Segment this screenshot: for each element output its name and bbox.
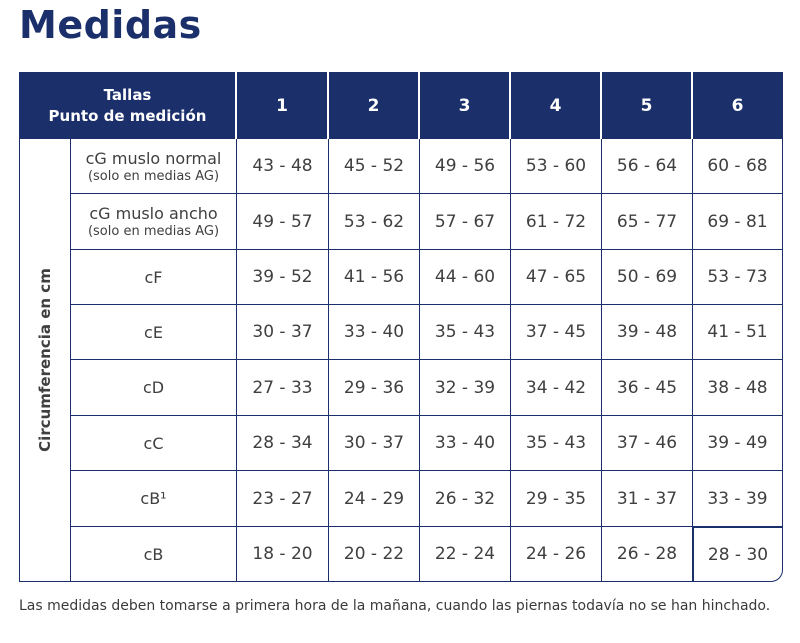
row-label-text: cB¹ xyxy=(140,489,167,508)
header-sizes-label: Tallas xyxy=(103,85,152,104)
row-sublabel-text: (solo en medias AG) xyxy=(87,224,220,239)
row-label: cD xyxy=(71,360,237,416)
page-title: Medidas xyxy=(19,3,202,47)
row-label: cF xyxy=(71,250,237,305)
table-cell-highlighted: 28 - 30 xyxy=(693,527,783,582)
table-cell: 39 - 48 xyxy=(602,305,693,360)
header-size-6: 6 xyxy=(693,72,783,139)
table-cell: 60 - 68 xyxy=(693,139,783,194)
header-size-4: 4 xyxy=(511,72,602,139)
table-cell: 33 - 40 xyxy=(329,305,420,360)
row-label-text: cE xyxy=(144,322,163,342)
table-cell: 33 - 40 xyxy=(420,416,511,471)
table-cell: 35 - 43 xyxy=(420,305,511,360)
header-size-5: 5 xyxy=(602,72,693,139)
table-cell: 45 - 52 xyxy=(329,139,420,194)
row-sublabel-text: (solo en medias AG) xyxy=(87,168,220,184)
table-cell: 56 - 64 xyxy=(602,139,693,194)
table-cell: 26 - 32 xyxy=(420,471,511,527)
table-cell: 41 - 56 xyxy=(329,250,420,305)
header-measure-point-label: Punto de medición xyxy=(48,106,207,125)
header-size-1: 1 xyxy=(237,72,329,139)
table-cell: 37 - 46 xyxy=(602,416,693,471)
header-size-2: 2 xyxy=(329,72,420,139)
table-cell: 22 - 24 xyxy=(420,527,511,582)
row-label: cG muslo normal (solo en medias AG) xyxy=(71,139,237,194)
table-cell: 53 - 60 xyxy=(511,139,602,194)
table-cell: 65 - 77 xyxy=(602,194,693,250)
row-label-text: cF xyxy=(144,267,163,287)
table-cell: 69 - 81 xyxy=(693,194,783,250)
row-label: cB¹ xyxy=(71,471,237,527)
row-label: cE xyxy=(71,305,237,360)
table-cell: 53 - 62 xyxy=(329,194,420,250)
table-cell: 38 - 48 xyxy=(693,360,783,416)
row-label: cC xyxy=(71,416,237,471)
row-label-text: cG muslo ancho xyxy=(89,204,218,223)
row-label-text: cB xyxy=(143,544,164,564)
header-size-3: 3 xyxy=(420,72,511,139)
side-axis-label: Circumferencia en cm xyxy=(19,139,71,582)
table-cell: 39 - 49 xyxy=(693,416,783,471)
table-cell: 50 - 69 xyxy=(602,250,693,305)
table-cell: 47 - 65 xyxy=(511,250,602,305)
row-label-text: cC xyxy=(143,433,164,453)
table-cell: 27 - 33 xyxy=(237,360,329,416)
table-cell: 34 - 42 xyxy=(511,360,602,416)
table-cell: 49 - 57 xyxy=(237,194,329,250)
table-cell: 36 - 45 xyxy=(602,360,693,416)
table-cell: 20 - 22 xyxy=(329,527,420,582)
table-cell: 41 - 51 xyxy=(693,305,783,360)
table-cell: 24 - 26 xyxy=(511,527,602,582)
table-cell: 23 - 27 xyxy=(237,471,329,527)
table-cell: 39 - 52 xyxy=(237,250,329,305)
table-cell: 49 - 56 xyxy=(420,139,511,194)
measurement-note: Las medidas deben tomarse a primera hora… xyxy=(19,598,771,614)
circumference-label: Circumferencia en cm xyxy=(36,268,55,452)
table-cell: 33 - 39 xyxy=(693,471,783,527)
table-cell: 18 - 20 xyxy=(237,527,329,582)
table-cell: 44 - 60 xyxy=(420,250,511,305)
size-table: Tallas Punto de medición 1 2 3 4 5 6 Cir… xyxy=(19,72,791,585)
table-cell: 24 - 29 xyxy=(329,471,420,527)
table-cell: 31 - 37 xyxy=(602,471,693,527)
table-cell: 30 - 37 xyxy=(237,305,329,360)
header-label-cell: Tallas Punto de medición xyxy=(19,72,237,139)
table-cell: 43 - 48 xyxy=(237,139,329,194)
row-label-text: cD xyxy=(142,378,165,397)
table-cell: 57 - 67 xyxy=(420,194,511,250)
row-label: cB xyxy=(71,527,237,582)
row-label-text: cG muslo normal xyxy=(85,148,222,168)
table-cell: 29 - 35 xyxy=(511,471,602,527)
table-cell: 29 - 36 xyxy=(329,360,420,416)
table-cell: 28 - 34 xyxy=(237,416,329,471)
table-cell: 53 - 73 xyxy=(693,250,783,305)
table-cell: 35 - 43 xyxy=(511,416,602,471)
table-cell: 61 - 72 xyxy=(511,194,602,250)
table-cell: 30 - 37 xyxy=(329,416,420,471)
table-cell: 37 - 45 xyxy=(511,305,602,360)
table-cell: 26 - 28 xyxy=(602,527,693,582)
table-cell: 32 - 39 xyxy=(420,360,511,416)
row-label: cG muslo ancho (solo en medias AG) xyxy=(71,194,237,250)
